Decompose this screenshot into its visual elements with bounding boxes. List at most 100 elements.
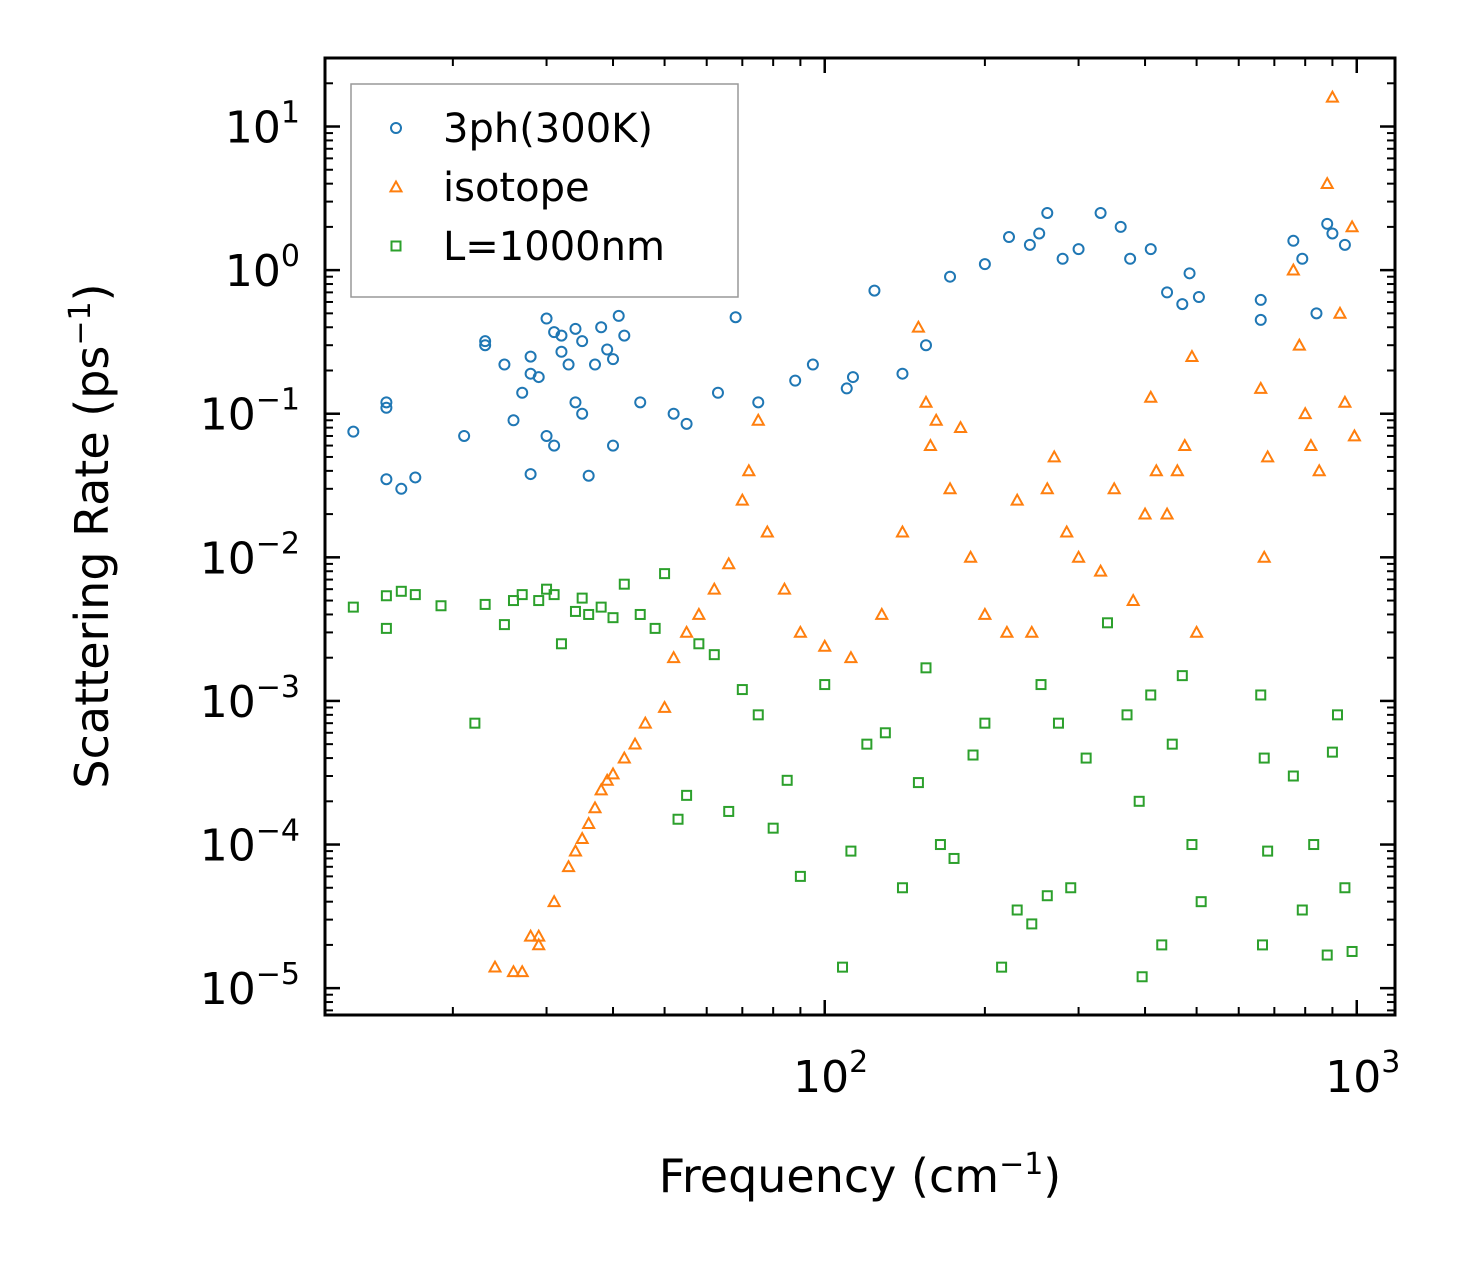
data-point: [794, 870, 806, 882]
data-point: [612, 309, 625, 322]
data-point: [846, 371, 859, 384]
data-point: [752, 396, 765, 409]
data-point: [1065, 882, 1077, 894]
data-point: [1133, 795, 1145, 807]
y-axis-title: Scattering Rate (ps−1): [63, 283, 119, 788]
data-point: [736, 684, 748, 696]
data-point: [657, 699, 672, 713]
legend-label: 3ph(300K): [443, 106, 653, 152]
data-point: [711, 386, 724, 399]
y-tick-label: 10−4: [200, 814, 300, 872]
y-tick-label: 101: [225, 96, 300, 154]
y-tick-label: 10−1: [200, 383, 300, 441]
data-point: [911, 319, 926, 333]
data-point: [1303, 438, 1319, 451]
data-point: [524, 468, 537, 481]
data-point: [498, 619, 510, 631]
data-point: [569, 605, 581, 617]
data-point: [582, 469, 595, 482]
data-point: [777, 581, 792, 595]
data-point: [895, 524, 910, 538]
data-point: [380, 622, 392, 634]
data-point: [666, 650, 681, 664]
data-point: [781, 774, 793, 786]
data-point: [1125, 592, 1141, 606]
data-point: [1170, 463, 1185, 477]
data-point: [380, 473, 393, 486]
data-point: [912, 777, 924, 789]
data-point: [1009, 492, 1025, 506]
y-tick-labels: 101 100 10−1 10−2 10−3 10−4 10−5: [200, 96, 300, 1016]
series-circle: [347, 206, 1351, 495]
data-point: [523, 928, 538, 942]
data-point: [548, 589, 560, 601]
data-point: [1121, 709, 1133, 721]
data-point: [581, 815, 596, 829]
data-point: [1059, 524, 1074, 538]
data-point: [1159, 506, 1175, 520]
data-point: [516, 589, 528, 601]
data-point: [380, 401, 393, 414]
data-point: [868, 284, 881, 297]
data-point: [627, 736, 643, 750]
data-point: [874, 606, 889, 620]
data-point: [1024, 624, 1039, 638]
data-point: [1320, 176, 1335, 190]
data-point: [1041, 890, 1053, 902]
data-point: [533, 595, 545, 607]
data-point: [617, 750, 632, 764]
data-point: [347, 601, 359, 613]
data-point: [977, 606, 993, 620]
data-point: [1339, 882, 1351, 894]
data-point: [479, 598, 491, 610]
legend: 3ph(300K) isotope L=1000nm: [350, 83, 739, 298]
data-point: [861, 738, 873, 750]
data-point: [729, 311, 742, 324]
data-point: [649, 622, 661, 634]
data-point: [1258, 752, 1270, 764]
data-point: [1347, 428, 1362, 442]
data-point: [1262, 845, 1274, 857]
data-point: [691, 606, 707, 620]
data-point: [680, 417, 693, 430]
data-point: [1338, 238, 1351, 251]
data-point: [1101, 617, 1113, 629]
data-point: [607, 353, 620, 366]
data-point: [896, 882, 908, 894]
data-point: [458, 429, 471, 442]
data-point: [587, 800, 603, 814]
data-point: [589, 358, 602, 371]
data-point: [1156, 939, 1168, 951]
data-point: [999, 624, 1015, 638]
data-point: [806, 358, 819, 371]
legend-label: L=1000nm: [443, 224, 665, 270]
legend-box: [350, 83, 739, 298]
data-point: [1254, 293, 1267, 306]
data-point: [923, 438, 938, 451]
data-point: [409, 589, 421, 601]
data-point: [540, 312, 553, 325]
data-point: [561, 859, 576, 873]
data-point: [1287, 234, 1300, 247]
data-point: [1166, 738, 1178, 750]
data-point: [840, 382, 853, 395]
data-point: [1114, 220, 1127, 233]
data-point: [920, 662, 932, 674]
data-point: [843, 650, 859, 664]
data-point: [638, 715, 653, 729]
data-point: [1297, 406, 1313, 420]
data-point: [751, 412, 766, 426]
data-point: [752, 709, 764, 721]
data-point: [1071, 549, 1086, 563]
y-tick-label: 100: [225, 239, 300, 297]
data-point: [735, 492, 750, 506]
data-point: [667, 407, 680, 420]
data-point: [1192, 290, 1205, 303]
data-point: [595, 601, 607, 613]
data-point: [1124, 252, 1137, 265]
data-point: [1035, 679, 1047, 691]
data-point: [1189, 624, 1204, 638]
data-point: [540, 429, 553, 442]
data-point: [879, 727, 891, 739]
data-point: [996, 961, 1008, 973]
